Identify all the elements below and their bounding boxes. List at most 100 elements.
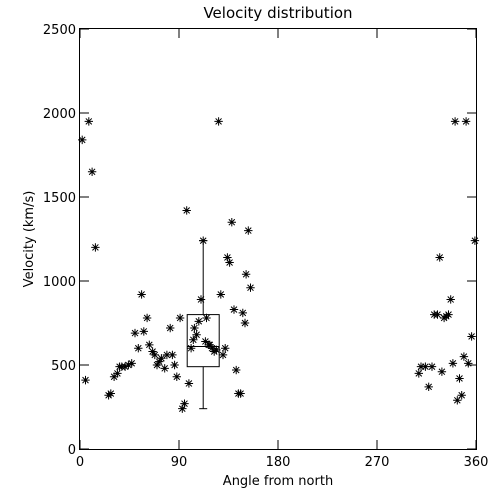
data-point (166, 323, 175, 333)
data-point (205, 340, 214, 350)
data-point (172, 372, 181, 381)
data-point (241, 270, 251, 279)
data-point (446, 295, 455, 304)
data-point (223, 253, 232, 262)
data-point (464, 359, 473, 368)
data-point (421, 362, 430, 371)
data-point (201, 337, 210, 346)
data-point (461, 117, 471, 126)
data-point (155, 357, 164, 366)
data-point (232, 365, 241, 375)
data-point (416, 362, 426, 371)
y-tick-label: 1500 (43, 191, 76, 206)
y-tick-label: 2500 (43, 23, 76, 38)
x-tick-label: 270 (365, 455, 390, 470)
data-point (444, 310, 453, 319)
data-point (170, 360, 179, 370)
data-point (424, 382, 433, 392)
data-point (216, 290, 225, 299)
data-point (124, 360, 133, 370)
data-point (229, 305, 239, 314)
y-tick-label: 2000 (43, 107, 76, 122)
data-point (139, 327, 148, 336)
data-point (148, 347, 157, 356)
data-point (189, 335, 198, 344)
data-point (459, 352, 469, 361)
data-point (120, 362, 130, 371)
data-point (168, 350, 177, 360)
x-tick-label: 360 (464, 455, 489, 470)
data-point (109, 372, 119, 381)
chart-title: Velocity distribution (203, 4, 352, 22)
data-point (87, 167, 97, 176)
data-point (192, 330, 201, 339)
x-tick-label: 180 (266, 455, 291, 470)
data-point (433, 310, 442, 319)
data-point (435, 253, 444, 262)
y-tick-label: 1000 (43, 275, 76, 290)
data-point (91, 243, 100, 252)
y-axis-label: Velocity (km/s) (22, 191, 37, 288)
data-point (150, 350, 159, 360)
data-point (157, 354, 166, 363)
data-point (113, 369, 122, 378)
data-point (199, 236, 208, 245)
y-axis: 0 500 1000 1500 2000 2500 (43, 23, 476, 458)
plot-area-border (79, 28, 477, 450)
data-point (437, 367, 447, 376)
data-point (196, 295, 206, 304)
data-point (450, 117, 460, 126)
data-point (414, 369, 423, 378)
data-point (160, 364, 169, 373)
data-point (182, 206, 191, 215)
x-axis-label: Angle from north (223, 474, 333, 489)
data-point (453, 396, 462, 405)
data-point (137, 290, 146, 299)
data-point (218, 350, 228, 360)
data-point (130, 328, 140, 338)
data-point (184, 379, 194, 388)
data-point (212, 345, 221, 355)
y-tick-label: 0 (68, 443, 76, 458)
data-point (142, 313, 152, 323)
data-point (134, 344, 143, 353)
data-point (106, 389, 115, 398)
data-point (162, 350, 172, 360)
data-point (194, 317, 203, 326)
data-point (145, 340, 154, 350)
data-point (202, 313, 211, 323)
data-point (470, 236, 480, 245)
data-point (448, 359, 458, 368)
data-point (244, 226, 253, 235)
plot-frame (79, 28, 477, 450)
data-point (190, 323, 199, 333)
data-point (78, 135, 87, 145)
data-point (186, 344, 196, 353)
data-point (457, 391, 466, 400)
x-axis: 0 90 180 270 360 (76, 29, 489, 470)
boxplot-box (186, 314, 220, 368)
data-point (178, 404, 187, 413)
data-point (225, 258, 234, 267)
data-point (246, 283, 255, 292)
data-point (227, 218, 236, 227)
data-point (427, 362, 437, 371)
scatter-points (78, 117, 480, 413)
data-point (81, 375, 90, 385)
x-tick-label: 0 (76, 455, 84, 470)
data-point (221, 344, 230, 353)
y-tick-label: 500 (51, 359, 76, 374)
x-tick-label: 90 (171, 455, 188, 470)
data-point (214, 117, 223, 126)
data-point (127, 359, 136, 368)
data-point (180, 399, 189, 408)
data-point (238, 308, 247, 318)
data-point (152, 360, 162, 370)
data-point (207, 344, 217, 353)
data-point (240, 318, 250, 328)
data-point (455, 374, 464, 383)
data-point (467, 332, 476, 341)
data-point (84, 117, 93, 126)
data-point (175, 313, 185, 323)
